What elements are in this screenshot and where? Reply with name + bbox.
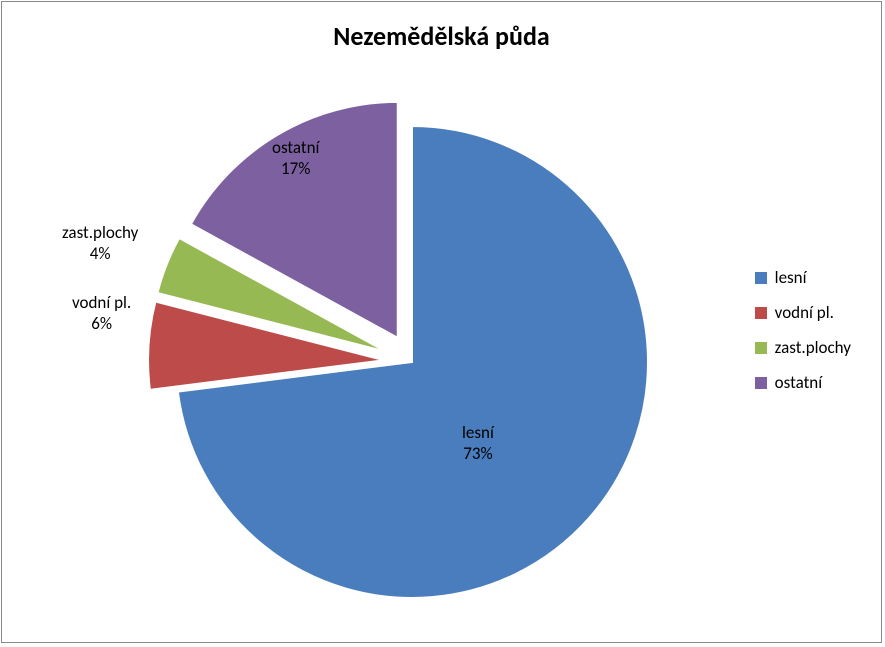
legend: lesní vodní pl. zast.plochy ostatní — [755, 267, 851, 407]
pie-label-ostatn-: ostatní17% — [272, 137, 319, 180]
legend-swatch — [755, 342, 767, 354]
pie-svg — [32, 82, 692, 622]
legend-label: ostatní — [775, 372, 822, 393]
legend-label: vodní pl. — [775, 302, 834, 323]
legend-swatch — [755, 377, 767, 389]
chart-title: Nezemědělská půda — [2, 20, 881, 52]
pie-chart: lesní73% vodní pl.6% zast.plochy4% ostatní1… — [32, 82, 692, 622]
slice-pct: 4% — [62, 243, 138, 264]
slice-pct: 6% — [72, 313, 131, 334]
legend-swatch — [755, 272, 767, 284]
slice-name: ostatní — [272, 137, 319, 158]
slice-pct: 17% — [272, 158, 319, 179]
legend-item-zast-plochy: zast.plochy — [755, 337, 851, 358]
slice-pct: 73% — [462, 443, 494, 464]
slice-name: zast.plochy — [62, 222, 138, 243]
legend-item-lesn-: lesní — [755, 267, 851, 288]
pie-label-vodn-pl-: vodní pl.6% — [72, 292, 131, 335]
pie-label-zast-plochy: zast.plochy4% — [62, 222, 138, 265]
chart-frame: Nezemědělská půda lesní73%vodní pl.6%zas… — [1, 1, 882, 643]
slice-name: vodní pl. — [72, 292, 131, 313]
legend-label: zast.plochy — [775, 337, 851, 358]
pie-label-lesn-: lesní73% — [462, 422, 494, 465]
legend-item-ostatn-: ostatní — [755, 372, 851, 393]
legend-swatch — [755, 307, 767, 319]
legend-label: lesní — [775, 267, 807, 288]
legend-item-vodn-pl-: vodní pl. — [755, 302, 851, 323]
slice-name: lesní — [462, 422, 494, 443]
